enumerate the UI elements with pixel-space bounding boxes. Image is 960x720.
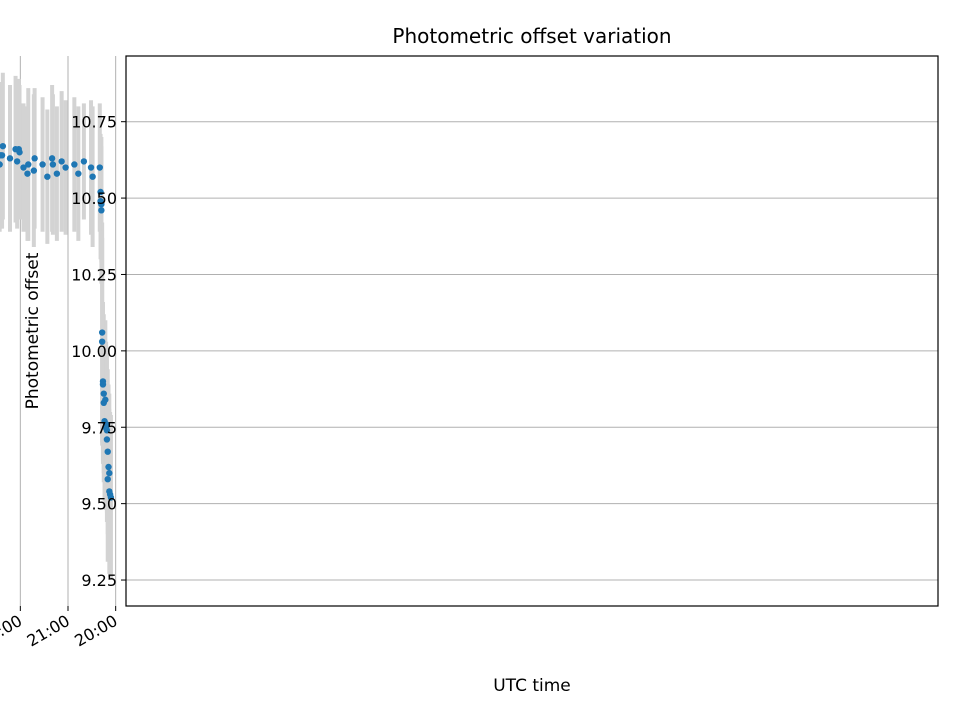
data-point: [39, 161, 46, 168]
data-point: [104, 475, 111, 483]
data-point: [25, 161, 32, 168]
grid: [19, 56, 938, 606]
data-point: [97, 188, 104, 196]
x-axis-label: UTC time: [493, 676, 571, 696]
data-point: [58, 158, 65, 165]
data-point: [100, 399, 107, 407]
data-point: [106, 488, 113, 495]
y-tick-label: 9.75: [81, 418, 117, 437]
data-point: [98, 329, 106, 336]
data-point: [31, 155, 38, 162]
data-point: [89, 173, 96, 180]
data-point: [6, 155, 14, 162]
data-point: [106, 469, 113, 477]
data-point: [99, 381, 107, 388]
data-point: [97, 197, 104, 205]
y-tick-label: 9.50: [81, 495, 117, 514]
data-point: [71, 161, 78, 168]
y-tick-label: 10.25: [71, 265, 117, 284]
data-point: [101, 417, 108, 425]
chart-title: Photometric offset variation: [392, 24, 671, 48]
data-point: [12, 145, 19, 153]
data-point: [20, 164, 27, 171]
plot-frame: [125, 55, 939, 607]
data-point: [62, 164, 69, 171]
data-point: [48, 155, 56, 162]
data-point: [24, 170, 31, 177]
data-point: [80, 158, 88, 165]
data-point: [87, 164, 95, 171]
data-point: [105, 463, 112, 471]
data-point: [96, 164, 103, 171]
data-point: [0, 161, 3, 168]
data-point: [44, 173, 51, 180]
y-tick-label: 10.00: [71, 342, 117, 361]
data-point: [13, 158, 21, 165]
data-point: [98, 338, 106, 345]
data-point: [53, 170, 61, 177]
y-tick-label: 10.50: [71, 189, 117, 208]
data-point: [103, 436, 111, 443]
data-points: [0, 142, 115, 501]
y-axis: 9.25 9.50 9.75 10.00 10.25 10.50 10.75: [71, 113, 126, 590]
y-tick-label: 10.75: [71, 113, 117, 132]
data-point: [49, 161, 57, 168]
data-point: [98, 207, 105, 214]
data-point: [102, 424, 109, 431]
x-tick-label: 20:00: [71, 611, 120, 651]
data-point: [30, 167, 38, 174]
x-tick-label: 21:00: [24, 611, 73, 651]
data-point: [104, 448, 111, 455]
x-tick-label: 22:00: [0, 611, 25, 651]
data-point: [0, 152, 4, 159]
data-point: [100, 390, 107, 397]
data-point: [75, 170, 82, 177]
y-tick-label: 9.25: [81, 571, 117, 590]
data-point: [0, 142, 7, 150]
y-axis-label: Photometric offset: [23, 252, 43, 409]
